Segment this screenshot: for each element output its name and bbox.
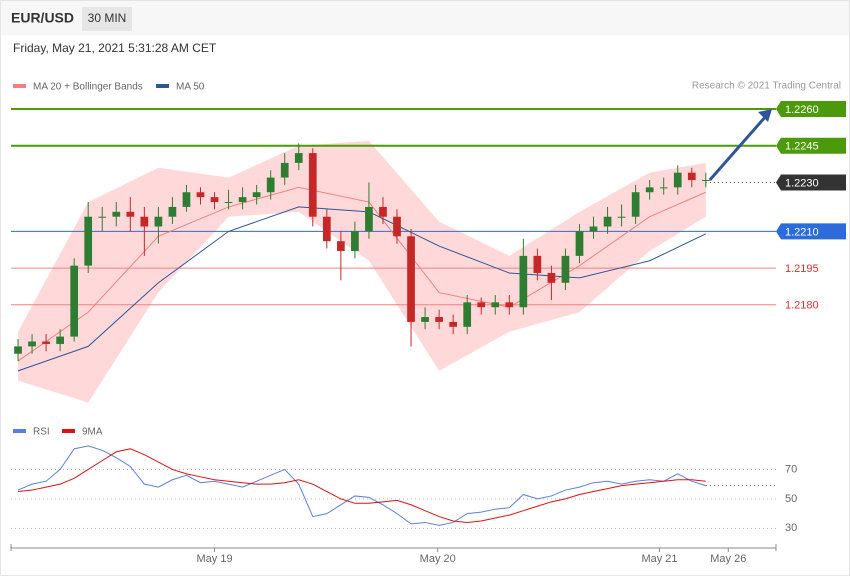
candle-body: [561, 255, 570, 283]
candle-body: [505, 302, 514, 308]
x-tick-label: May 20: [420, 553, 456, 565]
candle-body: [98, 216, 107, 218]
legend-swatch: [13, 84, 26, 88]
candle-body: [126, 211, 135, 217]
candle-body: [252, 192, 261, 198]
x-tick-label: May 21: [641, 553, 677, 565]
x-tick-label: May 26: [710, 553, 746, 565]
level-label: 1.2210: [785, 226, 819, 238]
candle-body: [603, 216, 612, 227]
legend-swatch: [62, 429, 75, 433]
candle-body: [575, 231, 584, 256]
candle-body: [687, 172, 696, 181]
candle-body: [421, 317, 429, 322]
level-label-box: [776, 174, 846, 191]
copyright: Research © 2021 Trading Central: [692, 81, 841, 92]
candle-body: [631, 192, 640, 217]
candle-body: [182, 192, 191, 207]
level-label: 1.2180: [785, 300, 819, 312]
candle-body: [280, 162, 289, 178]
level-label: 1.2260: [785, 104, 819, 116]
candle-body: [266, 177, 275, 193]
candle-body: [463, 302, 472, 327]
candle-body: [659, 187, 668, 189]
candle-body: [294, 153, 303, 163]
candle-body: [238, 197, 247, 203]
level-label: 1.2230: [785, 177, 819, 189]
candle-body: [154, 216, 163, 227]
legend-label: RSI: [33, 427, 50, 438]
candle-body: [42, 341, 50, 344]
candle-body: [645, 187, 654, 193]
interval[interactable]: 30 MIN: [88, 11, 127, 25]
timestamp: Friday, May 21, 2021 5:31:28 AM CET: [13, 41, 217, 55]
candle-body: [673, 172, 682, 188]
candle-body: [547, 272, 556, 283]
level-label-box: [776, 223, 846, 240]
candle-body: [701, 180, 710, 182]
level-label-box: [776, 101, 846, 118]
header-bar: [1, 1, 849, 35]
level-label-box: [776, 137, 846, 154]
candle-body: [351, 231, 359, 251]
candle-body: [14, 346, 22, 354]
candle-body: [533, 255, 542, 273]
candle-body: [112, 211, 121, 217]
candle-body: [224, 202, 233, 204]
candle-body: [308, 153, 317, 217]
candle-body: [28, 341, 36, 347]
interval-box[interactable]: [82, 7, 132, 31]
forecast-arrowhead: [758, 109, 772, 123]
candle-body: [70, 265, 79, 337]
legend-label: 9MA: [82, 427, 103, 438]
candle-body: [449, 321, 458, 327]
candle-body: [491, 302, 500, 308]
candle-body: [519, 255, 528, 308]
candle-body: [322, 216, 331, 242]
symbol: EUR/USD: [11, 10, 74, 26]
legend-label: MA 50: [176, 82, 205, 93]
legend-label: MA 20 + Bollinger Bands: [33, 82, 143, 93]
x-tick-label: May 19: [196, 553, 232, 565]
legend-swatch: [156, 84, 169, 88]
rsi-line: [17, 448, 706, 523]
candle-body: [379, 206, 387, 217]
candle-body: [337, 241, 345, 251]
level-label: 1.2245: [785, 141, 819, 153]
candle-body: [477, 302, 486, 308]
candle-body: [84, 216, 93, 266]
candle-body: [56, 336, 64, 344]
candle-body: [589, 226, 598, 232]
candle-body: [365, 206, 373, 232]
candle-body: [196, 192, 205, 198]
y-tick-label: 30: [785, 522, 797, 534]
legend-swatch: [13, 429, 26, 433]
candle-body: [617, 216, 626, 218]
rsi-line: [17, 445, 706, 526]
candle-body: [393, 216, 401, 237]
level-label: 1.2195: [785, 263, 819, 275]
candle-body: [435, 317, 443, 322]
candle-body: [407, 236, 415, 322]
candle-body: [168, 206, 177, 217]
forecast-arrow: [708, 115, 768, 182]
candle-body: [210, 197, 219, 203]
y-tick-label: 50: [785, 493, 797, 505]
candle-body: [140, 216, 149, 227]
y-tick-label: 70: [785, 463, 797, 475]
